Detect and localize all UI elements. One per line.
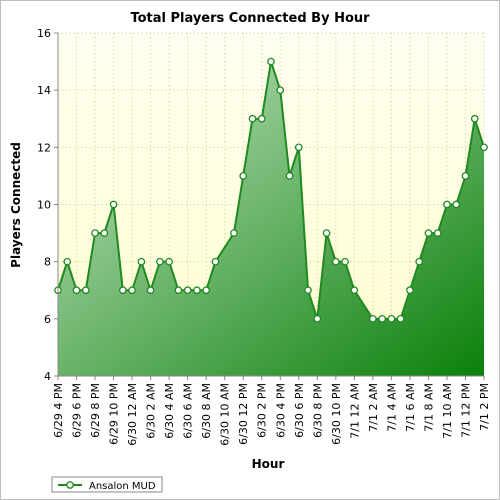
y-axis-ticks: 4 6 8 10 12 14 16	[37, 27, 58, 383]
x-tick-label: 6/30 8 PM	[311, 383, 324, 438]
data-point	[174, 286, 183, 295]
y-tick-label: 6	[44, 313, 51, 326]
data-point	[72, 286, 81, 295]
data-point	[331, 257, 340, 266]
x-tick-label: 7/1 6 AM	[404, 383, 417, 432]
chart-title: Total Players Connected By Hour	[130, 11, 370, 26]
legend-label: Ansalon MUD	[89, 481, 156, 492]
data-point	[91, 229, 99, 237]
data-point	[165, 257, 173, 266]
y-axis-label: Players Connected	[9, 142, 23, 268]
data-point	[267, 57, 275, 66]
x-tick-label: 6/30 2 AM	[145, 383, 158, 439]
x-tick-label: 7/1 4 AM	[385, 383, 398, 432]
x-tick-label: 6/30 6 AM	[182, 383, 195, 439]
y-tick-label: 14	[37, 84, 51, 97]
data-point	[350, 286, 359, 295]
x-tick-label: 7/1 12 PM	[459, 383, 472, 438]
data-point	[285, 172, 294, 180]
series-area	[58, 61, 484, 376]
data-point	[239, 172, 248, 180]
data-point	[193, 286, 201, 295]
x-tick-label: 6/30 8 AM	[200, 383, 213, 439]
x-tick-label: 7/1 10 AM	[441, 383, 454, 439]
x-tick-label: 6/30 2 PM	[256, 383, 269, 438]
data-point	[452, 200, 461, 209]
x-tick-label: 6/29 6 PM	[71, 383, 84, 438]
data-point	[424, 229, 433, 237]
y-tick-label: 16	[37, 27, 51, 40]
data-point	[128, 286, 136, 295]
x-tick-label: 7/1 2 PM	[478, 383, 491, 431]
data-point	[230, 229, 238, 237]
data-point	[183, 286, 192, 295]
x-tick-label: 6/29 4 PM	[52, 383, 65, 438]
data-point	[341, 257, 349, 266]
data-point	[81, 286, 90, 295]
legend-marker-swatch	[66, 481, 74, 489]
x-tick-label: 7/1 12 AM	[348, 383, 361, 439]
data-point	[137, 257, 146, 266]
data-point	[276, 86, 285, 95]
x-axis-ticks: 6/29 4 PM 6/29 6 PM 6/29 8 PM 6/29 10 PM 6/3…	[52, 376, 491, 446]
data-point	[322, 229, 331, 237]
data-point	[415, 257, 424, 266]
x-tick-label: 6/29 8 PM	[89, 383, 102, 438]
x-tick-label: 7/1 8 AM	[422, 383, 435, 432]
series-points	[54, 57, 488, 323]
y-tick-label: 12	[37, 141, 51, 154]
data-point	[257, 114, 266, 123]
data-point	[387, 314, 396, 323]
data-point	[294, 143, 303, 152]
data-point	[304, 286, 312, 295]
data-point	[63, 257, 72, 266]
data-point	[313, 314, 322, 323]
data-point	[470, 114, 479, 123]
data-point	[109, 200, 118, 209]
data-point	[146, 286, 155, 295]
data-point	[396, 314, 405, 323]
data-point	[369, 314, 377, 323]
data-point	[248, 114, 257, 123]
y-tick-label: 10	[37, 199, 51, 212]
x-tick-label: 6/30 12 PM	[237, 383, 250, 445]
data-point	[378, 314, 386, 323]
data-point	[156, 257, 164, 266]
data-point	[211, 257, 220, 266]
legend-box	[51, 476, 163, 493]
data-point	[433, 229, 442, 237]
y-tick-label: 8	[44, 256, 51, 269]
x-tick-label: 6/29 10 PM	[108, 383, 121, 445]
data-point	[406, 286, 414, 295]
y-tick-label: 4	[44, 370, 51, 383]
legend: Ansalon MUD	[51, 476, 163, 493]
x-tick-label: 6/30 4 PM	[274, 383, 287, 438]
x-tick-label: 6/30 4 AM	[163, 383, 176, 439]
data-point	[118, 286, 127, 295]
data-point	[461, 172, 470, 180]
data-point	[100, 229, 109, 237]
data-point	[480, 143, 488, 152]
x-tick-label: 6/30 10 AM	[219, 383, 232, 446]
x-tick-label: 6/30 12 AM	[126, 383, 139, 446]
data-point	[202, 286, 211, 295]
data-point	[443, 200, 451, 209]
x-axis-label: Hour	[252, 457, 285, 471]
x-tick-label: 6/30 10 PM	[330, 383, 343, 445]
x-tick-label: 6/30 6 PM	[293, 383, 306, 438]
x-tick-label: 7/1 2 AM	[367, 383, 380, 432]
